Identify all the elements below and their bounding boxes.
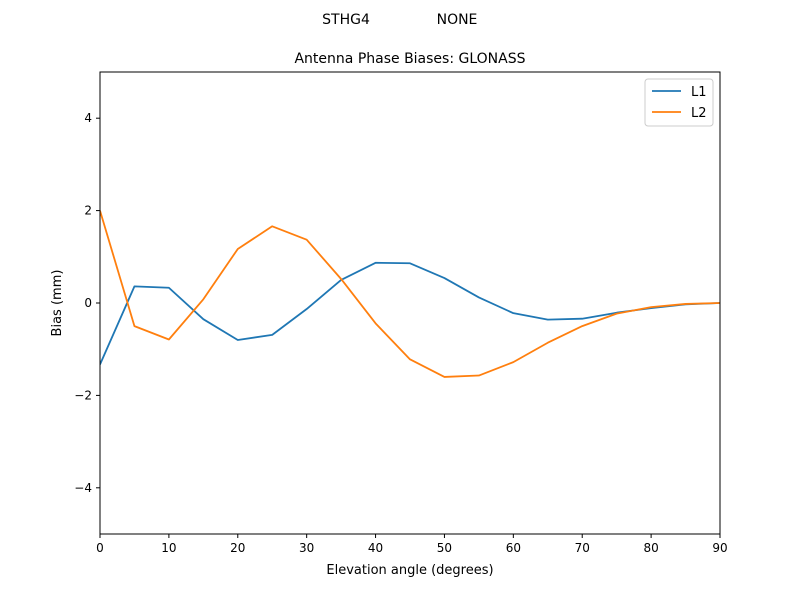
series-layer [100, 210, 720, 378]
x-tick-label: 80 [643, 541, 658, 555]
y-tick-label: −2 [74, 388, 92, 402]
x-tick-label: 90 [712, 541, 727, 555]
x-tick-label: 30 [299, 541, 314, 555]
x-axis-label: Elevation angle (degrees) [326, 563, 493, 578]
radome-label: NONE [437, 12, 478, 28]
y-axis: −4 −2 0 2 4 [74, 111, 100, 495]
y-tick-label: −4 [74, 481, 92, 495]
y-axis-label: Bias (mm) [50, 270, 65, 337]
x-tick-label: 40 [368, 541, 383, 555]
y-tick-label: 2 [84, 204, 92, 218]
series-line-l1 [100, 261, 720, 365]
x-tick-label: 50 [437, 541, 452, 555]
x-axis: 0 10 20 30 40 50 60 70 80 90 [96, 534, 728, 555]
x-tick-label: 10 [161, 541, 176, 555]
legend-label-l1: L1 [691, 85, 707, 100]
x-tick-label: 0 [96, 541, 104, 555]
x-tick-label: 60 [506, 541, 521, 555]
legend-label-l2: L2 [691, 106, 707, 121]
y-tick-label: 4 [84, 111, 92, 125]
x-tick-label: 70 [575, 541, 590, 555]
axes-frame [99, 71, 721, 535]
antenna-label: STHG4 [322, 12, 370, 28]
chart-title: Antenna Phase Biases: GLONASS [294, 51, 525, 67]
x-tick-label: 20 [230, 541, 245, 555]
y-tick-label: 0 [84, 296, 92, 310]
series-line-l2 [100, 210, 720, 378]
